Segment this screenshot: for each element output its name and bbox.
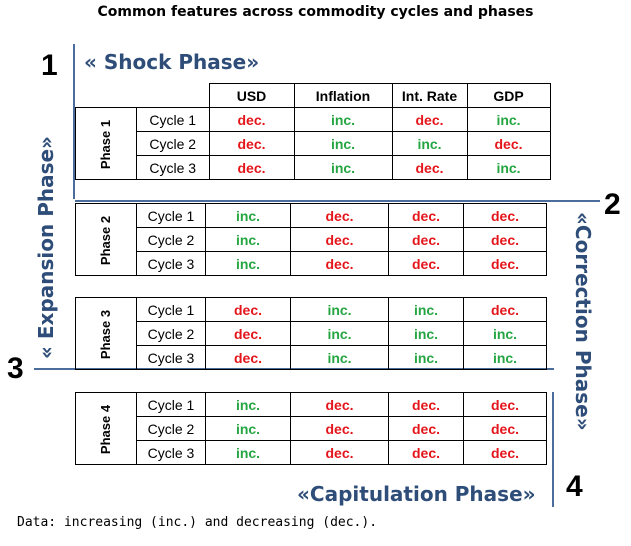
value-cell: inc. xyxy=(463,321,547,346)
column-header-gdp: GDP xyxy=(466,83,551,108)
correction-phase-label: «Correction Phase» xyxy=(571,212,595,431)
phase-3-label: Phase 3 xyxy=(98,309,114,359)
column-header-int-rate: Int. Rate xyxy=(391,83,468,108)
phase-label-cell: Phase 2 xyxy=(75,203,137,276)
cycle-label: Cycle 1 xyxy=(136,392,206,417)
value-cell: inc. xyxy=(205,203,291,228)
phase-label-cell: Phase 3 xyxy=(75,297,137,370)
value-cell: inc. xyxy=(293,155,393,180)
cycle-label: Cycle 1 xyxy=(136,203,206,228)
value-cell: dec. xyxy=(391,155,468,180)
value-cell: dec. xyxy=(388,440,464,465)
cycle-label: Cycle 3 xyxy=(136,155,210,180)
capitulation-phase-vertical-line xyxy=(552,392,554,507)
value-cell: dec. xyxy=(205,345,291,370)
phase-number-2: 2 xyxy=(604,188,621,221)
value-cell: dec. xyxy=(290,251,389,276)
value-cell: dec. xyxy=(463,227,547,252)
cycle-label: Cycle 2 xyxy=(136,131,210,156)
value-cell: dec. xyxy=(388,227,464,252)
column-header-inflation: Inflation xyxy=(293,83,393,108)
value-cell: inc. xyxy=(293,107,393,132)
value-cell: inc. xyxy=(466,155,551,180)
cycle-label: Cycle 2 xyxy=(136,321,206,346)
value-cell: dec. xyxy=(388,392,464,417)
value-cell: dec. xyxy=(388,203,464,228)
value-cell: dec. xyxy=(290,392,389,417)
value-cell: inc. xyxy=(205,227,291,252)
value-cell: dec. xyxy=(388,416,464,441)
value-cell: inc. xyxy=(388,321,464,346)
value-cell: dec. xyxy=(388,251,464,276)
phase-number-4: 4 xyxy=(566,470,583,503)
value-cell: dec. xyxy=(290,203,389,228)
value-cell: dec. xyxy=(208,107,295,132)
phase-4-table: Phase 4 Cycle 1 inc. dec. dec. dec. Cycl… xyxy=(75,392,547,465)
phase-2-table: Phase 2 Cycle 1 inc. dec. dec. dec. Cycl… xyxy=(75,203,547,276)
value-cell: inc. xyxy=(293,131,393,156)
cycle-label: Cycle 2 xyxy=(136,416,206,441)
value-cell: inc. xyxy=(391,131,468,156)
phase-4-label: Phase 4 xyxy=(98,404,114,454)
value-cell: inc. xyxy=(205,392,291,417)
value-cell: dec. xyxy=(208,155,295,180)
capitulation-phase-label: «Capitulation Phase» xyxy=(297,482,536,506)
phase-number-1: 1 xyxy=(41,49,58,82)
value-cell: inc. xyxy=(205,251,291,276)
phase-3-table: Phase 3 Cycle 1 dec. inc. inc. dec. Cycl… xyxy=(75,297,547,370)
value-cell: inc. xyxy=(205,416,291,441)
cycle-label: Cycle 3 xyxy=(136,251,206,276)
value-cell: dec. xyxy=(290,440,389,465)
value-cell: inc. xyxy=(290,297,389,322)
value-cell: dec. xyxy=(463,297,547,322)
phase-label-cell: Phase 4 xyxy=(75,392,137,465)
value-cell: dec. xyxy=(208,131,295,156)
phase-1-table: USD Inflation Int. Rate GDP Phase 1 Cycl… xyxy=(75,83,551,180)
expansion-phase-label: « Expansion Phase» xyxy=(34,136,58,359)
value-cell: inc. xyxy=(463,345,547,370)
value-cell: inc. xyxy=(466,107,551,132)
footnote: Data: increasing (inc.) and decreasing (… xyxy=(17,515,378,530)
value-cell: inc. xyxy=(290,345,389,370)
value-cell: dec. xyxy=(463,251,547,276)
phase-label-cell: Phase 1 xyxy=(75,107,137,180)
value-cell: dec. xyxy=(290,416,389,441)
value-cell: dec. xyxy=(463,416,547,441)
expansion-correction-divider-line xyxy=(75,200,600,202)
value-cell: dec. xyxy=(463,392,547,417)
value-cell: inc. xyxy=(290,321,389,346)
phase-2-label: Phase 2 xyxy=(98,215,114,265)
cycle-label: Cycle 2 xyxy=(136,227,206,252)
value-cell: dec. xyxy=(205,321,291,346)
value-cell: inc. xyxy=(205,440,291,465)
cycle-label: Cycle 3 xyxy=(136,345,206,370)
value-cell: dec. xyxy=(205,297,291,322)
value-cell: inc. xyxy=(388,297,464,322)
cycle-label: Cycle 1 xyxy=(136,107,210,132)
shock-phase-label: « Shock Phase» xyxy=(84,50,260,74)
column-header-usd: USD xyxy=(208,83,295,108)
value-cell: dec. xyxy=(463,203,547,228)
value-cell: dec. xyxy=(290,227,389,252)
shock-phase-vertical-line xyxy=(73,44,75,199)
phase-number-3: 3 xyxy=(7,352,24,385)
phase-1-label: Phase 1 xyxy=(98,119,114,169)
value-cell: dec. xyxy=(463,440,547,465)
cycle-label: Cycle 3 xyxy=(136,440,206,465)
page-title: Common features across commodity cycles … xyxy=(97,4,534,20)
cycle-label: Cycle 1 xyxy=(136,297,206,322)
value-cell: dec. xyxy=(466,131,551,156)
value-cell: dec. xyxy=(391,107,468,132)
value-cell: inc. xyxy=(388,345,464,370)
